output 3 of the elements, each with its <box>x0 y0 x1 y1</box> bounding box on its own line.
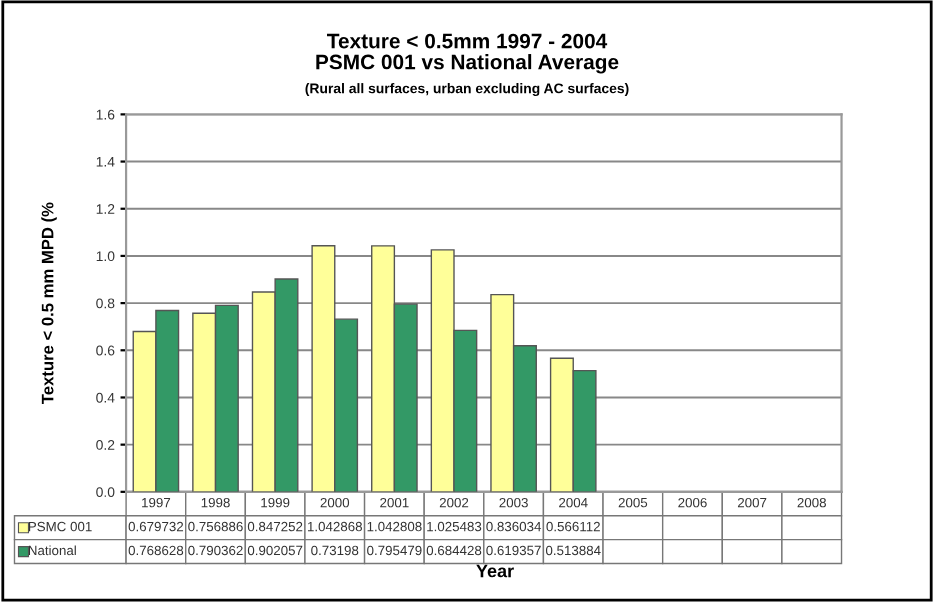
x-axis-title: Year <box>476 564 514 578</box>
y-axis-title: Texture < 0.5 mm MPD (% <box>41 202 57 404</box>
chart-title: Texture < 0.5mm 1997 - 2004 PSMC 001 vs National Average <box>316 33 619 74</box>
